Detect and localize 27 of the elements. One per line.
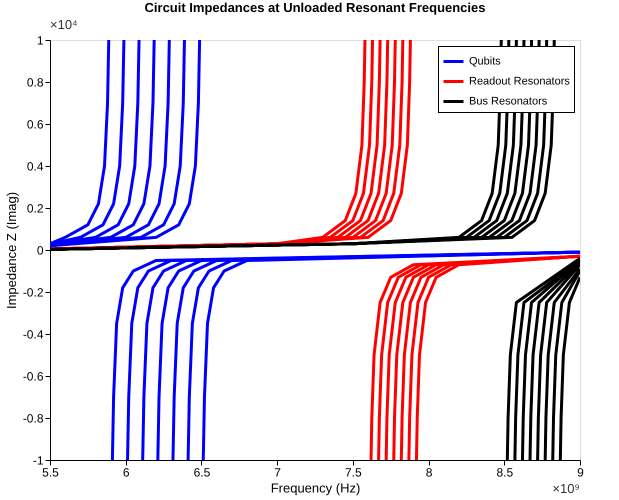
text: ×10⁹ (552, 481, 580, 496)
text: ×10⁴ (50, 17, 78, 32)
y-tick-label: 0.8 (26, 76, 44, 90)
chart-title: Circuit Impedances at Unloaded Resonant Frequencies (144, 0, 486, 15)
y-tick-label: -0.6 (22, 370, 44, 384)
x-tick-label: 6.5 (194, 466, 211, 480)
legend-label: Readout Resonators (469, 76, 570, 88)
x-tick-label: 8 (426, 466, 433, 480)
legend-label: Qubits (469, 56, 502, 68)
x-tick-label: 5.5 (42, 466, 60, 480)
x-tick-label: 7 (274, 466, 282, 480)
y-tick-label: 1 (36, 34, 44, 48)
y-tick-label: -0.8 (22, 412, 44, 426)
y-tick-label: 0.4 (26, 160, 44, 174)
y-tick-label: 0 (36, 244, 44, 258)
y-tick-label: 0.2 (26, 202, 44, 216)
y-axis-title: Impedance Z (Imag) (4, 192, 19, 310)
x-tick-label: 8.5 (496, 466, 514, 480)
y-tick-label: -1 (32, 454, 44, 468)
y-tick-label: -0.2 (22, 286, 44, 300)
x-tick-label: 6 (122, 466, 130, 480)
x-axis-title: Frequency (Hz) (270, 480, 360, 496)
y-tick-label: -0.4 (22, 328, 44, 342)
y-tick-label: 0.6 (26, 118, 44, 132)
x-tick-label: 7.5 (345, 466, 362, 480)
x-tick-label: 9 (577, 466, 584, 480)
legend-label: Bus Resonators (469, 96, 548, 108)
